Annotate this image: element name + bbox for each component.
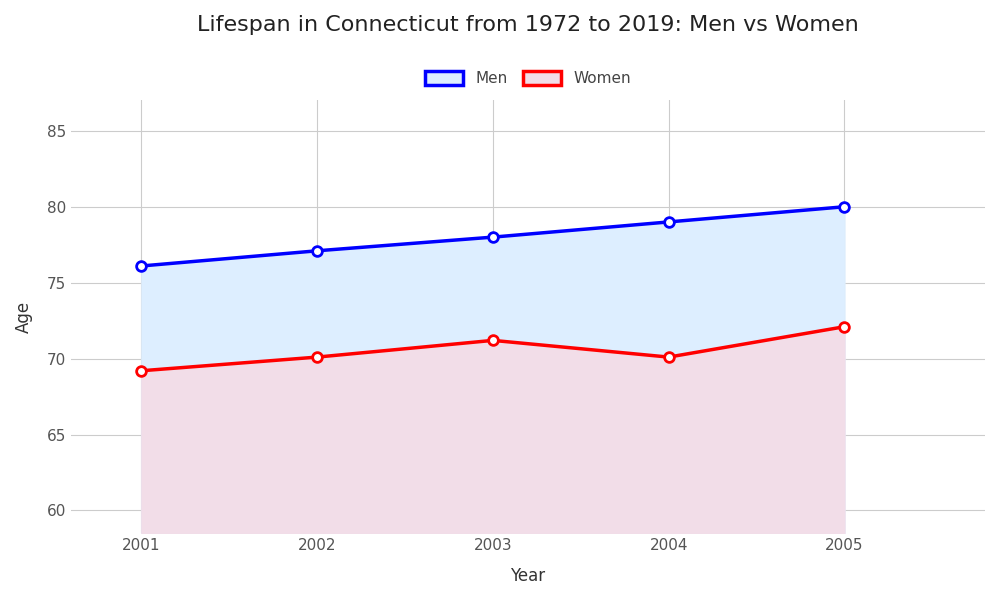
X-axis label: Year: Year [511, 567, 546, 585]
Title: Lifespan in Connecticut from 1972 to 2019: Men vs Women: Lifespan in Connecticut from 1972 to 201… [197, 15, 859, 35]
Legend: Men, Women: Men, Women [419, 65, 637, 92]
Y-axis label: Age: Age [15, 301, 33, 333]
